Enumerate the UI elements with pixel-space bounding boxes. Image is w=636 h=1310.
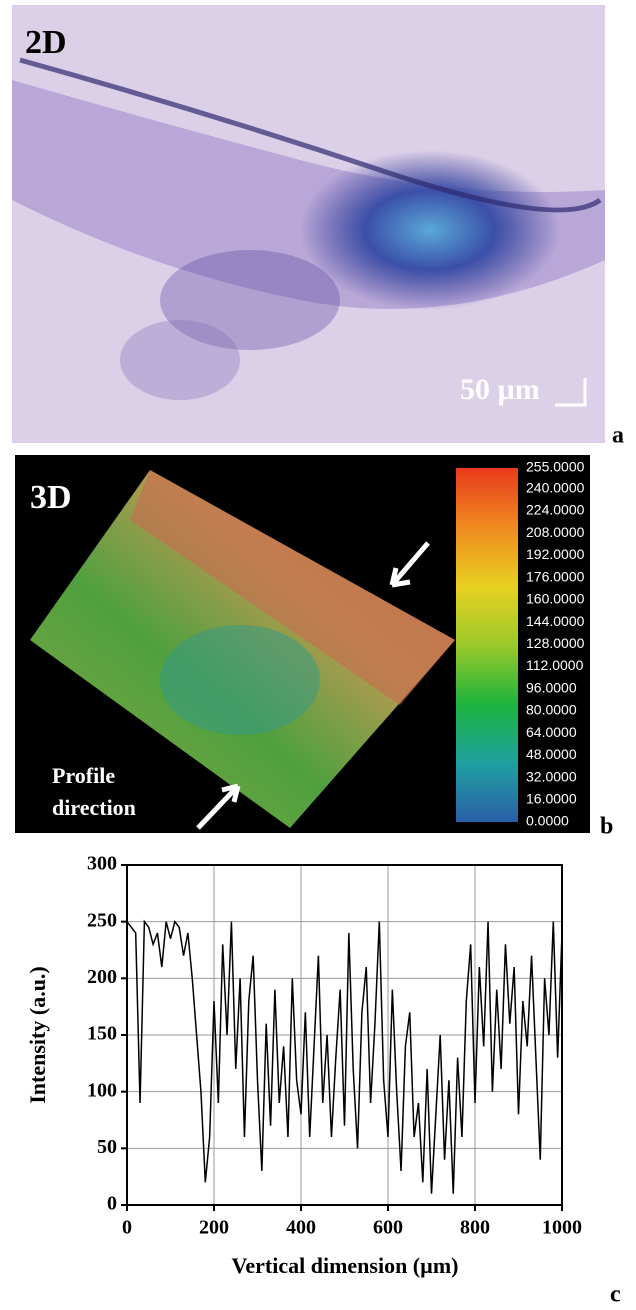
colorbar-tick-label: 112.0000 bbox=[526, 657, 584, 673]
y-tick-label: 150 bbox=[87, 1023, 117, 1045]
colorbar-tick-label: 176.0000 bbox=[526, 568, 585, 584]
colorbar-tick-label: 144.0000 bbox=[526, 613, 585, 629]
scale-bar-label: 50 µm bbox=[460, 373, 540, 406]
colorbar-tick-label: 64.0000 bbox=[526, 724, 577, 740]
x-tick-label: 400 bbox=[286, 1217, 316, 1239]
colorbar-tick-label: 255.0000 bbox=[526, 459, 585, 475]
panel-letter: b bbox=[600, 814, 613, 840]
panel-letter: a bbox=[612, 423, 624, 449]
panel-c: c Vertical dimension (µm) Intensity (a.u… bbox=[25, 853, 621, 1308]
colorbar-tick-label: 160.0000 bbox=[526, 591, 585, 607]
panel-label: 3D bbox=[30, 479, 72, 516]
colorbar-tick-label: 96.0000 bbox=[526, 679, 577, 695]
colorbar bbox=[456, 468, 518, 822]
x-axis-label: Vertical dimension (µm) bbox=[232, 1253, 459, 1278]
colorbar-tick-label: 16.0000 bbox=[526, 790, 577, 806]
y-tick-label: 200 bbox=[87, 966, 117, 988]
colorbar-tick-label: 240.0000 bbox=[526, 480, 585, 496]
colorbar-tick-label: 128.0000 bbox=[526, 635, 585, 651]
y-tick-label: 100 bbox=[87, 1079, 117, 1101]
profile-label: Profile bbox=[52, 763, 115, 788]
panel-b: 3D Profile direction b 255.0000 240.0000 2… bbox=[15, 455, 613, 840]
colorbar-tick-label: 80.0000 bbox=[526, 702, 577, 718]
x-tick-label: 600 bbox=[373, 1217, 403, 1239]
y-tick-label: 300 bbox=[87, 853, 117, 875]
surface-valley bbox=[160, 625, 320, 735]
x-tick-label: 200 bbox=[199, 1217, 229, 1239]
x-tick-label: 800 bbox=[460, 1217, 490, 1239]
profile-label: direction bbox=[52, 795, 136, 820]
tissue-region bbox=[300, 150, 560, 310]
colorbar-tick-label: 224.0000 bbox=[526, 502, 585, 518]
y-tick-label: 50 bbox=[97, 1136, 117, 1158]
colorbar-tick-label: 192.0000 bbox=[526, 546, 585, 562]
colorbar-tick-label: 0.0000 bbox=[526, 813, 569, 829]
panel-letter: c bbox=[610, 1282, 621, 1308]
panel-label: 2D bbox=[25, 24, 67, 61]
figure: 2D 50 µm a 3D Profile direction b 255.00… bbox=[0, 0, 636, 1310]
y-tick-label: 250 bbox=[87, 909, 117, 931]
x-tick-label: 1000 bbox=[542, 1217, 582, 1239]
x-tick-label: 0 bbox=[122, 1217, 132, 1239]
y-axis-label: Intensity (a.u.) bbox=[25, 966, 50, 1104]
y-tick-label: 0 bbox=[107, 1193, 117, 1215]
panel-a: 2D 50 µm a bbox=[12, 5, 624, 449]
colorbar-tick-label: 32.0000 bbox=[526, 768, 577, 784]
tissue-region bbox=[120, 320, 240, 400]
colorbar-tick-label: 48.0000 bbox=[526, 746, 577, 762]
colorbar-tick-label: 208.0000 bbox=[526, 524, 585, 540]
data-line bbox=[127, 922, 562, 1194]
